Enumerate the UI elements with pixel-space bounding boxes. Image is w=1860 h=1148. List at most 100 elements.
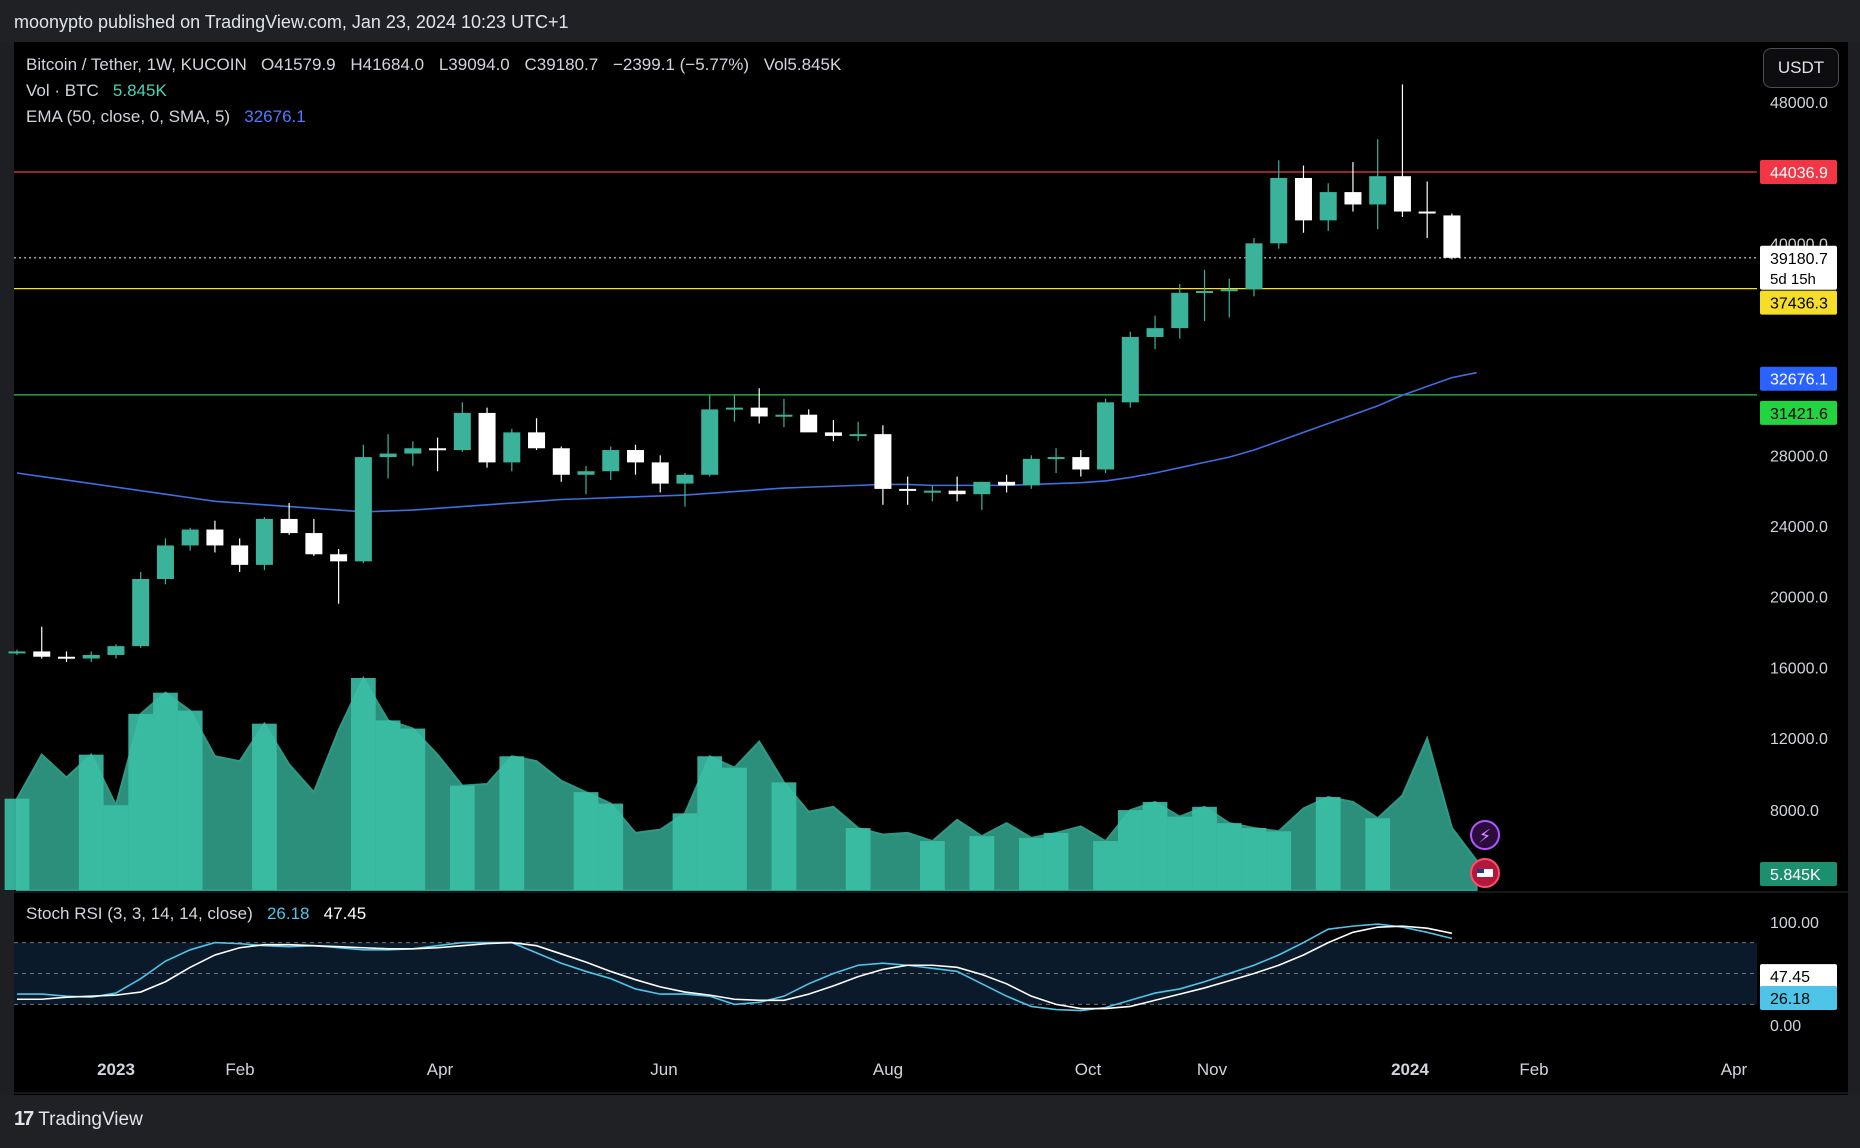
time-axis-label: Feb [1519,1060,1548,1079]
candle-body [33,651,51,657]
candle-body [800,414,818,433]
ema-label[interactable]: EMA (50, close, 0, SMA, 5) [26,107,231,126]
price-tick-label: 8000.0 [1770,803,1819,820]
volume-bar [1043,832,1069,890]
volume-value: 5.845K [112,81,167,100]
price-label: 31421.6 [1770,406,1828,423]
candle-body [354,457,372,562]
volume-bar [771,782,797,890]
candle-body [750,407,768,417]
volume-bar [1365,818,1391,890]
candle-body [1072,457,1090,470]
volume-bar [153,692,178,890]
price-label: 37436.3 [1770,296,1828,313]
candle-body [874,434,892,489]
stoch-pane [14,923,1757,1012]
volume-bar [1018,837,1044,890]
candle-body [602,450,620,472]
volume-value-box [1760,862,1837,886]
time-axis-label: 2024 [1391,1060,1429,1079]
volume-bar [103,805,129,890]
currency-button[interactable]: USDT [1763,48,1839,88]
candle-body [627,450,644,463]
price-label-box [1760,400,1837,425]
time-axis-label: 2023 [97,1060,135,1079]
stoch-d-line [17,925,1453,1010]
legend-high: H41684.0 [350,55,425,74]
candle-body [503,432,521,463]
price-pane [8,84,1848,1094]
time-axis-label: Jun [650,1060,677,1079]
candle-body [1121,336,1139,403]
candle-body [231,545,249,565]
lightning-icon[interactable] [1470,820,1500,850]
chart-legend: Bitcoin / Tether, 1W, KUCOIN O41579.9 H4… [26,52,851,130]
candle-body [1294,177,1312,221]
candle-body [1196,291,1214,294]
volume-pane [4,675,1478,891]
price-label: 44036.9 [1770,165,1828,182]
legend-change: −2399.1 (−5.77%) [612,55,750,74]
chart-frame[interactable] [14,42,1848,1095]
icons: ⚡ [1470,820,1500,888]
price-tick-label: 24000.0 [1770,519,1828,536]
volume-bar [1266,831,1292,890]
candle-body [57,656,75,659]
candle-body [725,407,743,410]
candle-body [1270,177,1288,244]
volume-bar [252,723,277,890]
svg-text:⚡: ⚡ [1479,826,1492,847]
price-label-box [1760,245,1837,290]
candle-body [1171,292,1189,329]
stoch-k-label: 26.18 [1770,991,1810,1008]
volume-bar [1167,816,1193,890]
candle-body [998,481,1016,486]
volume-bar [598,803,624,890]
time-axis-label: Oct [1075,1060,1102,1079]
volume-label[interactable]: Vol · BTC [26,81,99,100]
volume-bar [4,798,30,890]
candle-body [1146,328,1164,337]
time-axis-label: Feb [225,1060,254,1079]
candle-body [1047,457,1065,460]
top-bar: moonypto published on TradingView.com, J… [0,0,1860,42]
volume-bar [375,720,401,890]
stoch-legend: Stoch RSI (3, 3, 14, 14, close) 26.18 47… [26,904,366,924]
candle-body [973,481,991,495]
volume-bar [449,785,475,890]
candle-body [824,432,842,436]
candle-body [82,654,100,659]
candle-body [132,579,150,647]
volume-bar [177,710,203,890]
candle-body [478,412,496,463]
price-tick-label: 16000.0 [1770,660,1828,677]
volume-bar [1315,797,1341,890]
countdown-label: 5d 15h [1770,271,1816,288]
candle-body [1022,458,1040,486]
volume-bar [920,841,945,890]
candle-body [1245,243,1263,290]
price-label-box [1760,160,1837,185]
volume-bar [1142,801,1168,890]
price-tick-label: 20000.0 [1770,590,1828,607]
tradingview-brand: TradingView [38,1108,143,1130]
publisher-text: moonypto published on TradingView.com, J… [14,12,569,32]
volume-bar [722,767,747,890]
candle-body [775,414,793,417]
candle-body [1319,192,1337,221]
candle-body [849,434,867,437]
candle-body [1220,289,1238,292]
candle-body [577,471,595,475]
candle-body [552,448,570,475]
stoch-tick-label: 100.00 [1770,915,1819,932]
volume-bar [845,828,871,890]
stoch-label[interactable]: Stoch RSI (3, 3, 14, 14, close) [26,904,253,923]
candle-body [429,448,447,451]
volume-bar [573,792,599,890]
legend-symbol[interactable]: Bitcoin / Tether, 1W, KUCOIN [26,55,247,74]
stoch-d-value: 47.45 [323,904,367,923]
candle-body [453,412,471,451]
candle-body [330,554,348,562]
tradingview-logo[interactable]: 17 TradingView [14,1108,143,1131]
